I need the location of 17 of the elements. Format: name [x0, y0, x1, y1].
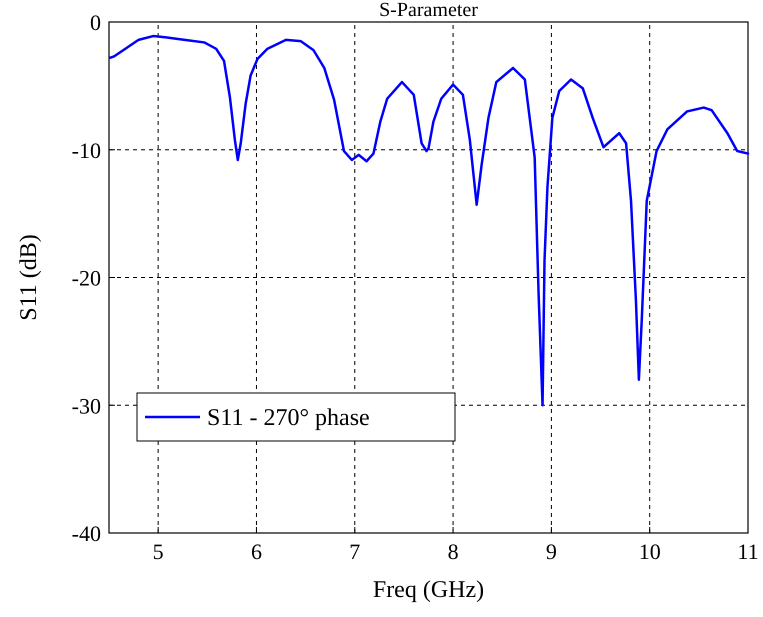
chart-title: S-Parameter [379, 0, 478, 21]
y-tick-label: -30 [72, 393, 101, 418]
x-tick-label: 7 [349, 539, 360, 564]
x-tick-label: 5 [152, 539, 164, 564]
line-series [108, 34, 750, 406]
x-tick-label: 6 [250, 539, 262, 564]
y-tick-label: 0 [90, 10, 101, 35]
x-tick-label: 9 [546, 539, 557, 564]
x-tick-label: 11 [737, 539, 759, 564]
legend-label: S11 - 270° phase [207, 405, 370, 431]
y-tick-label: -20 [72, 266, 101, 290]
x-axis-title: Freq (GHz) [372, 577, 484, 603]
y-tick-label: -10 [72, 138, 101, 163]
y-axis-title: S11 (dB) [16, 234, 42, 321]
y-tick-label: -40 [72, 521, 101, 546]
x-tick-label: 8 [448, 539, 459, 564]
x-tick-label: 10 [638, 539, 661, 564]
